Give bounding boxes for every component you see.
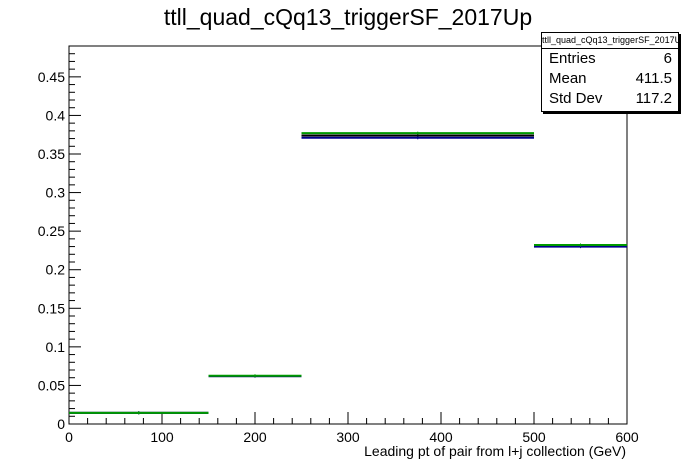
tick-labels: 0 100 200 300 400 500 600 0 0.05 0.1 0.15 0.2 0.25 0.… [38, 69, 639, 445]
x-tick-label: 400 [429, 429, 453, 445]
y-tick-label: 0.2 [46, 262, 66, 278]
stats-stddev-label: Std Dev [549, 90, 603, 107]
y-tick-label: 0.05 [38, 377, 65, 393]
stats-stddev-row: Std Dev 117.2 [542, 89, 678, 109]
y-tick-label: 0.4 [46, 107, 66, 123]
y-tick-label: 0.15 [38, 300, 65, 316]
stats-entries-row: Entries 6 [542, 49, 678, 69]
stats-entries-value: 6 [663, 50, 672, 67]
y-tick-label: 0.45 [38, 69, 65, 85]
x-tick-label: 200 [243, 429, 267, 445]
series-group [69, 131, 627, 415]
tick-marks [68, 45, 628, 425]
x-axis-label: Leading pt of pair from l+j collection (… [364, 443, 626, 459]
chart-title: ttll_quad_cQq13_triggerSF_2017Up [163, 4, 533, 30]
x-tick-label: 500 [522, 429, 546, 445]
stats-box-title: ttll_quad_cQq13_triggerSF_2017Up [542, 33, 678, 49]
x-tick-label: 0 [65, 429, 73, 445]
stats-mean-label: Mean [549, 70, 587, 87]
y-tick-label: 0.1 [46, 339, 66, 355]
y-tick-label: 0.3 [46, 185, 66, 201]
x-tick-label: 600 [615, 429, 639, 445]
stats-mean-value: 411.5 [635, 70, 672, 87]
stats-mean-row: Mean 411.5 [542, 69, 678, 89]
y-tick-label: 0.35 [38, 146, 65, 162]
stats-stddev-value: 117.2 [635, 90, 672, 107]
stats-entries-label: Entries [549, 50, 596, 67]
y-tick-label: 0 [57, 416, 65, 432]
y-tick-label: 0.25 [38, 223, 65, 239]
x-tick-label: 300 [336, 429, 360, 445]
stats-box: ttll_quad_cQq13_triggerSF_2017Up Entries… [541, 32, 679, 112]
x-tick-label: 100 [150, 429, 174, 445]
